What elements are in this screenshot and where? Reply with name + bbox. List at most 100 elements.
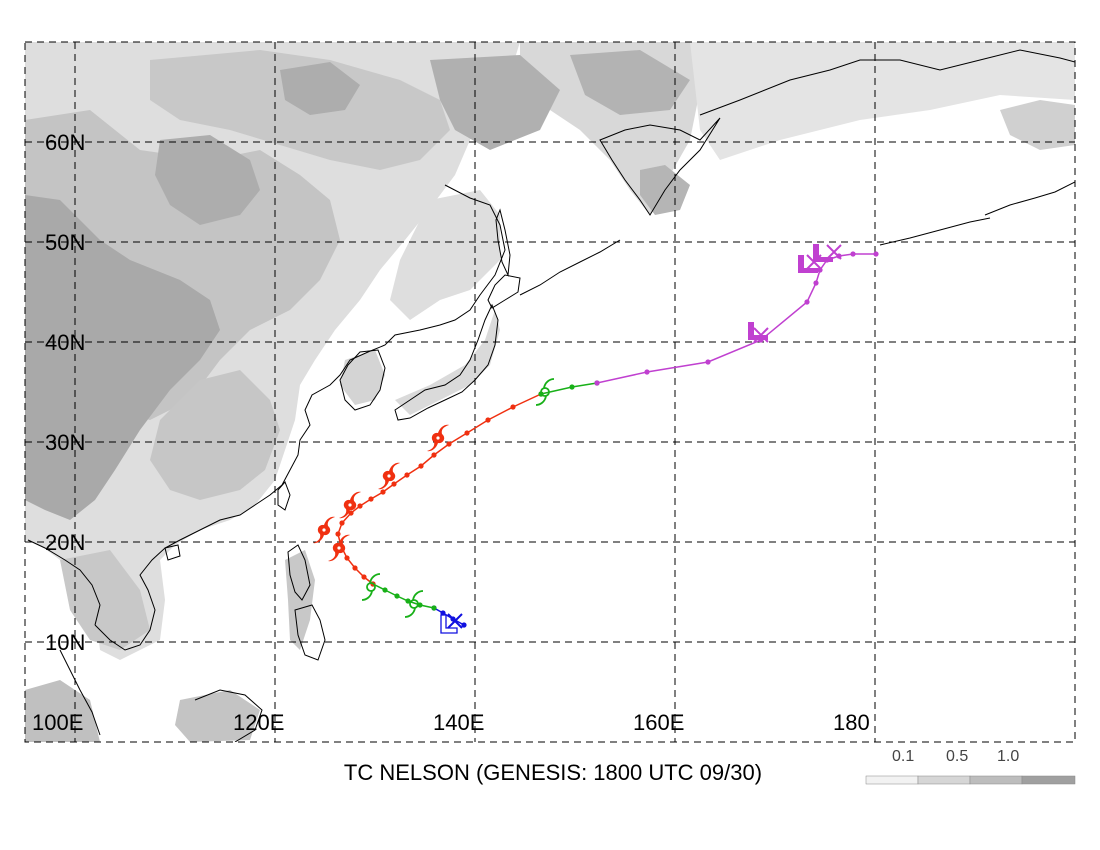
- coastline-kurils: [519, 239, 621, 296]
- legend-label-0-5: 0.5: [946, 748, 969, 765]
- track-segment-blue: [433, 607, 465, 626]
- land-sayan-dark: [280, 62, 360, 115]
- land-siberia-light: [690, 42, 1075, 160]
- track-point: [705, 359, 711, 365]
- track-point: [850, 251, 856, 257]
- land-siberia-dark: [570, 50, 690, 115]
- coastline-japan-hokkaido: [487, 274, 521, 309]
- track-point: [348, 510, 354, 516]
- elevation-legend: [865, 775, 1076, 785]
- track-point: [404, 472, 410, 478]
- track-point: [446, 441, 452, 447]
- lat-label-20n: 20N: [45, 530, 85, 555]
- graticule: [24, 41, 1076, 743]
- land-manchuria-light: [390, 190, 500, 320]
- track-point: [382, 587, 388, 593]
- coastline-sakhalin: [495, 208, 511, 277]
- track-point: [380, 489, 386, 495]
- extratropical-x-icon: [447, 613, 463, 629]
- land-mongolia-dark: [430, 55, 560, 150]
- lat-label-10n: 10N: [45, 630, 85, 655]
- track-point: [394, 593, 400, 599]
- track-point: [391, 481, 397, 487]
- land-indochina-mid: [60, 550, 150, 650]
- low-pressure-l-icon: [813, 244, 833, 262]
- lat-label-30n: 30N: [45, 430, 85, 455]
- track-point: [440, 610, 446, 616]
- coastline-indochina: [27, 539, 101, 626]
- land-korea-light: [340, 350, 385, 405]
- coastline-taiwan: [277, 481, 291, 511]
- low-pressure-l-icon: [440, 614, 458, 634]
- coastline-aleutians: [879, 217, 991, 246]
- track-point: [510, 404, 516, 410]
- extratropical-x-icon: [826, 244, 842, 260]
- tropical-storm-icon: [535, 378, 555, 406]
- typhoon-icon: [427, 424, 449, 452]
- track-point: [418, 463, 424, 469]
- coastline-korea: [339, 349, 386, 411]
- track-point: [644, 369, 650, 375]
- land-borneo-mid: [175, 690, 260, 742]
- lon-label-180: 180: [833, 710, 870, 735]
- coastline-borneo: [194, 689, 263, 742]
- lat-label-50n: 50N: [45, 230, 85, 255]
- lon-label-100e: 100E: [32, 710, 83, 735]
- lat-label-60n: 60N: [45, 130, 85, 155]
- track-segment-red: [337, 393, 542, 585]
- map-frame: [24, 41, 1076, 743]
- typhoon-icon: [378, 462, 400, 490]
- coastline-kamchatka: [599, 117, 721, 216]
- track-point: [344, 555, 350, 561]
- tropical-storm-icon: [361, 573, 381, 601]
- track-point: [352, 565, 358, 571]
- coastline-malaya: [59, 649, 101, 736]
- terrain-shading: [25, 42, 1075, 742]
- storm-track-symbols: [313, 244, 842, 634]
- land-tibet-dark: [25, 195, 220, 520]
- track-point: [569, 384, 575, 390]
- track-point: [485, 417, 491, 423]
- track-point: [431, 605, 437, 611]
- track-point: [464, 430, 470, 436]
- track-segment-magenta: [596, 253, 876, 384]
- land-china-mid: [150, 370, 280, 500]
- land-sumatra-mid: [25, 680, 100, 742]
- coastline-asia-east: [94, 184, 506, 651]
- land-alaska-light: [1000, 100, 1075, 150]
- track-point: [594, 380, 600, 386]
- track-point: [405, 598, 411, 604]
- lat-label-40n: 40N: [45, 330, 85, 355]
- latitude-labels: 60N 50N 40N 30N 20N 10N: [45, 130, 85, 655]
- tropical-storm-icon: [404, 590, 424, 618]
- lon-label-160e: 160E: [633, 710, 684, 735]
- track-point: [817, 267, 823, 273]
- coastlines: [27, 49, 1075, 742]
- lon-label-140e: 140E: [433, 710, 484, 735]
- coastline-siberia-north: [699, 49, 1075, 116]
- low-pressure-l-icon: [798, 255, 818, 273]
- legend-label-0-1: 0.1: [892, 748, 915, 765]
- land-mongolia-mid: [150, 50, 450, 170]
- coastline-luzon: [287, 544, 311, 601]
- land-altai-dark: [155, 135, 260, 225]
- typhoon-icon: [313, 516, 335, 544]
- coastline-japan-honshu: [394, 303, 499, 421]
- coastline-hainan: [164, 544, 181, 561]
- land-japan-light: [395, 310, 500, 415]
- track-point: [357, 503, 363, 509]
- legend-swatch-4: [1021, 775, 1076, 785]
- longitude-labels: 100E 120E 140E 160E 180: [32, 710, 870, 735]
- map-title: TC NELSON (GENESIS: 1800 UTC 09/30): [343, 760, 763, 785]
- legend-label-1-0: 1.0: [997, 748, 1020, 765]
- track-point: [361, 574, 367, 580]
- lon-label-120e: 120E: [233, 710, 284, 735]
- low-pressure-l-icon: [748, 322, 768, 340]
- track-point: [461, 622, 467, 628]
- track-point: [804, 299, 810, 305]
- track-point: [368, 496, 374, 502]
- typhoon-icon: [328, 534, 350, 562]
- track-point: [431, 452, 437, 458]
- track-point: [335, 531, 341, 537]
